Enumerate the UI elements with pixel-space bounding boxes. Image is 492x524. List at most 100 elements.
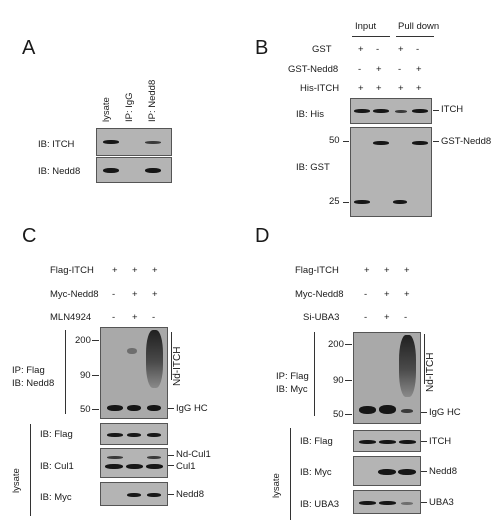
blot-a-itch — [96, 128, 172, 156]
mark: + — [132, 265, 138, 276]
tick — [345, 414, 352, 415]
right-label-gst-nedd8: GST-Nedd8 — [441, 136, 492, 147]
blot-d-flag — [353, 430, 421, 452]
group-label-pull-down: Pull down — [398, 21, 440, 32]
blot-label-flag: IB: Flag — [300, 436, 333, 447]
mark: - — [416, 44, 420, 55]
blot-label-his: IB: His — [296, 109, 324, 120]
tick — [168, 455, 174, 456]
band — [393, 200, 407, 204]
right-label-nedd8: Nedd8 — [429, 466, 457, 477]
blot-label-nedd8: IB: Nedd8 — [38, 166, 81, 177]
tick — [343, 141, 349, 142]
mark: - — [376, 44, 380, 55]
ip-bracket — [314, 332, 315, 416]
mark: + — [404, 289, 410, 300]
band — [127, 433, 141, 437]
mark: + — [384, 289, 390, 300]
band — [378, 469, 396, 475]
band — [147, 456, 161, 459]
band — [105, 464, 123, 469]
lane-label-lysate: lysate — [101, 97, 112, 122]
marker-200: 200 — [328, 339, 344, 350]
blot-d-ip — [353, 332, 421, 424]
marker-90: 90 — [80, 370, 91, 381]
mark: + — [376, 83, 382, 94]
blot-b-his — [350, 98, 432, 124]
ip-bracket — [65, 330, 66, 414]
mark: + — [376, 64, 382, 75]
cond-label-gst-nedd8: GST-Nedd8 — [288, 64, 339, 75]
right-label-nd-cul1: Nd-Cul1 — [176, 449, 211, 460]
mark: - — [358, 64, 362, 75]
igg-hc-label: IgG HC — [176, 403, 208, 414]
tick — [345, 380, 352, 381]
blot-c-flag — [100, 423, 168, 445]
band — [107, 405, 123, 411]
band — [401, 409, 413, 413]
band — [395, 110, 407, 113]
panel-letter-d: D — [255, 225, 270, 247]
smear — [146, 330, 163, 388]
blot-label-myc: IB: Myc — [40, 492, 72, 503]
band — [103, 168, 119, 173]
band — [379, 440, 396, 444]
tick — [433, 110, 439, 111]
cond-label-his-itch: His-ITCH — [300, 83, 340, 94]
band — [412, 109, 428, 113]
blot-b-gst — [350, 127, 432, 217]
mark: + — [384, 312, 390, 323]
mark: + — [384, 265, 390, 276]
right-label-nedd8: Nedd8 — [176, 489, 204, 500]
mark: + — [364, 265, 370, 276]
marker-50: 50 — [329, 135, 340, 146]
mark: + — [132, 312, 138, 323]
cond-label-myc-nedd8: Myc-Nedd8 — [50, 289, 99, 300]
blot-c-ip — [100, 327, 168, 419]
band — [399, 440, 416, 444]
band — [107, 456, 123, 459]
marker-90: 90 — [333, 375, 344, 386]
ib-label: IB: Myc — [276, 384, 308, 395]
blot-label-itch: IB: ITCH — [38, 139, 75, 150]
mark: - — [152, 312, 156, 323]
blot-a-nedd8 — [96, 157, 172, 183]
cond-label-myc-nedd8: Myc-Nedd8 — [295, 289, 344, 300]
mark: + — [398, 44, 404, 55]
blot-d-uba3 — [353, 490, 421, 514]
group-underline — [352, 36, 390, 37]
lane-label-ip-igg: IP: IgG — [124, 92, 135, 122]
band — [147, 405, 161, 411]
lysate-label: lysate — [271, 473, 282, 498]
band — [127, 348, 137, 354]
band — [359, 440, 376, 444]
panel-letter-a: A — [22, 37, 36, 59]
tick — [343, 202, 349, 203]
band — [145, 141, 161, 144]
band — [359, 406, 376, 414]
marker-50: 50 — [80, 404, 91, 415]
band — [412, 141, 428, 145]
group-underline — [396, 36, 434, 37]
blot-label-uba3: IB: UBA3 — [300, 499, 340, 510]
mark: + — [132, 289, 138, 300]
band — [373, 109, 389, 113]
mark: + — [416, 83, 422, 94]
band — [147, 493, 161, 497]
panel-letter-b: B — [255, 37, 269, 59]
blot-label-myc: IB: Myc — [300, 467, 332, 478]
right-label-itch: ITCH — [441, 104, 464, 115]
cond-label-mln4924: MLN4924 — [50, 312, 92, 323]
band — [354, 200, 370, 204]
tick — [421, 441, 427, 442]
band — [146, 464, 163, 469]
tick — [92, 409, 99, 410]
ip-label: IP: Flag — [12, 365, 45, 376]
smear-label-nd-itch: Nd-ITCH — [172, 346, 183, 386]
tick — [92, 340, 99, 341]
band — [147, 433, 161, 437]
smear-bracket — [424, 334, 425, 384]
tick — [421, 502, 427, 503]
blot-label-cul1: IB: Cul1 — [40, 461, 74, 472]
lysate-bracket — [290, 428, 291, 520]
